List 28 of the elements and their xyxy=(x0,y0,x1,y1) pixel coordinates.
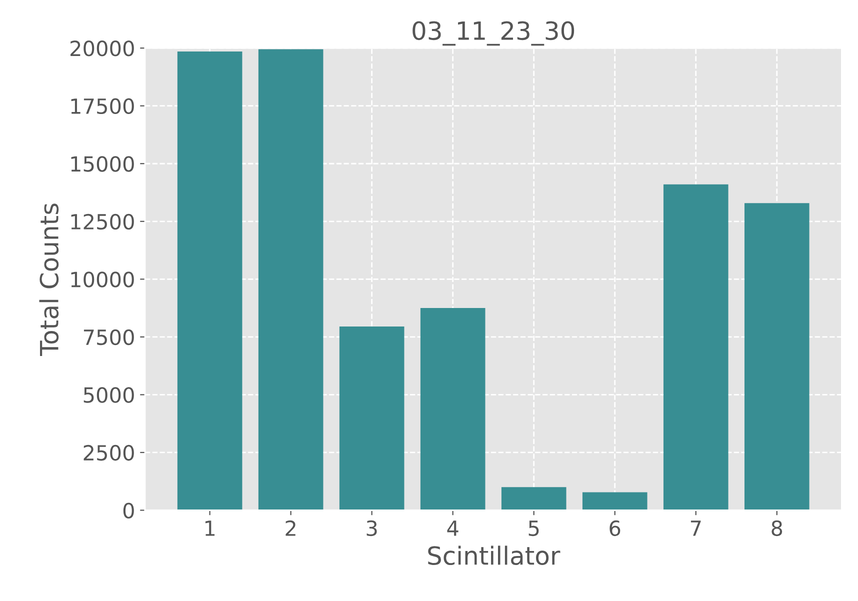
y-tick-label: 5000 xyxy=(84,387,134,403)
y-tick-label: 7500 xyxy=(84,329,134,346)
x-tick-label: 2 xyxy=(286,520,296,536)
y-tick-label: 15000 xyxy=(71,156,134,172)
bar xyxy=(501,487,566,510)
y-tick-label: 20000 xyxy=(70,40,134,56)
x-axis-title: Scintillator xyxy=(428,546,560,566)
bar xyxy=(339,326,404,510)
x-tick-label: 3 xyxy=(366,520,377,536)
bar xyxy=(420,308,486,510)
bar xyxy=(582,492,648,510)
bar xyxy=(663,184,728,510)
x-tick-label: 8 xyxy=(772,520,782,536)
bar xyxy=(744,203,810,510)
chart-title: 03_11_23_30 xyxy=(412,21,574,46)
x-tick-label: 6 xyxy=(610,520,620,536)
x-tick-label: 7 xyxy=(690,520,701,536)
bar xyxy=(258,49,324,510)
y-tick-label: 17500 xyxy=(71,98,134,114)
y-tick-label: 10000 xyxy=(71,272,134,288)
x-tick-label: 4 xyxy=(447,520,458,536)
x-tick-label: 5 xyxy=(528,520,539,536)
y-tick-label: 2500 xyxy=(84,444,134,461)
y-tick-label: 0 xyxy=(123,502,134,518)
bar xyxy=(177,52,242,510)
y-axis-title: Total Counts xyxy=(39,204,59,356)
y-tick-label: 12500 xyxy=(71,214,134,230)
x-tick-label: 1 xyxy=(205,520,215,536)
